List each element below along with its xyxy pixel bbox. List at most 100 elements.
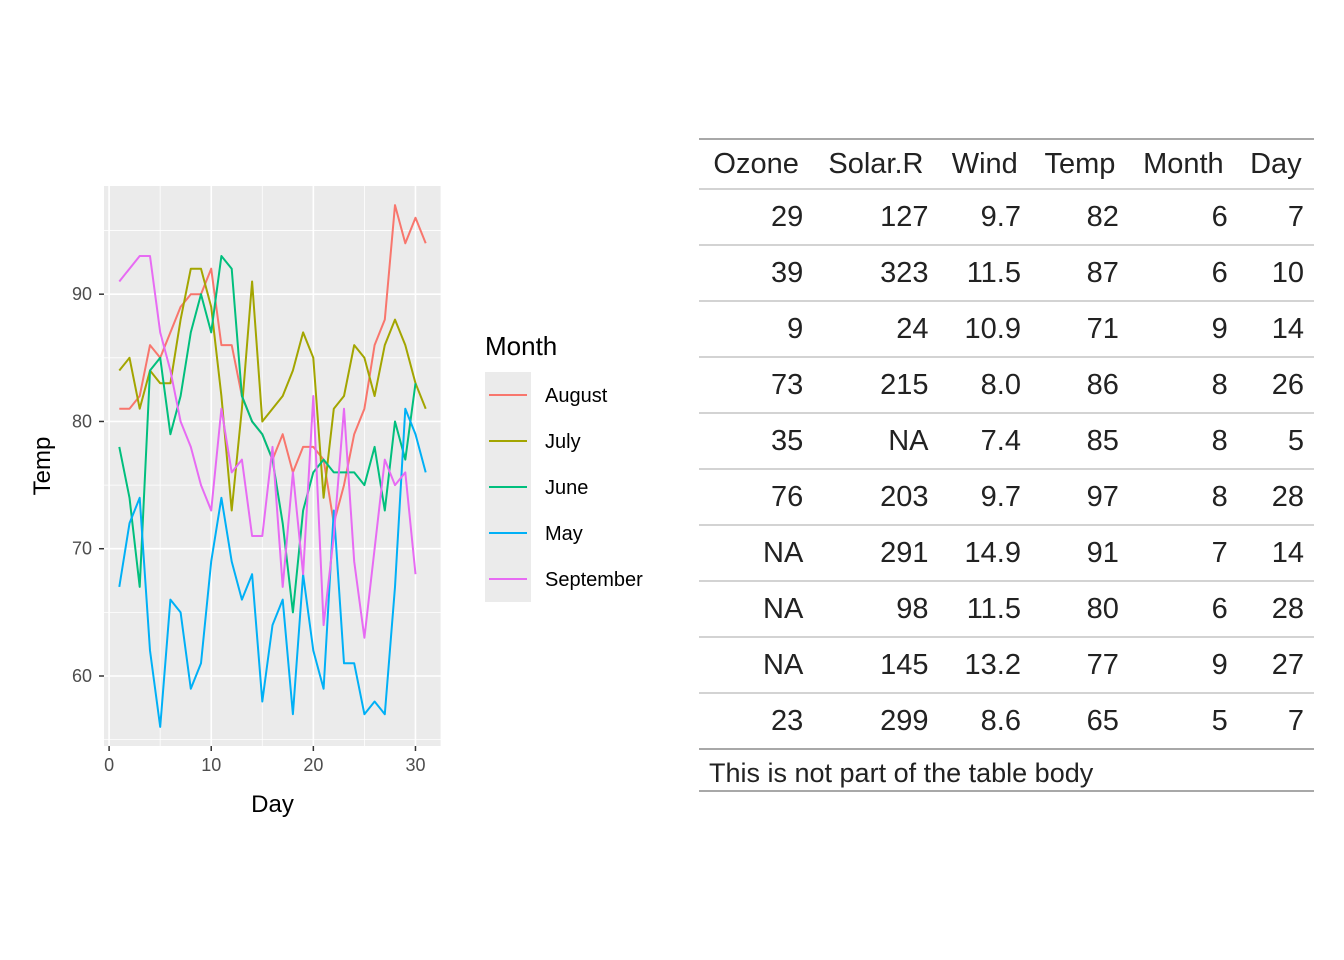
legend-label-july: July: [545, 431, 581, 453]
temperature-line-chart: 0 10 20 30 60 70 80 90 Day Temp Month August July Jun…: [29, 186, 643, 818]
table-cell: 7: [1237, 693, 1314, 750]
y-tick-label: 60: [72, 666, 92, 686]
table-cell: 28: [1237, 469, 1314, 526]
table-cell: 10.9: [938, 301, 1031, 358]
table-cell: 86: [1031, 357, 1129, 414]
y-tick-label: 90: [72, 284, 92, 304]
column-header-month: Month: [1128, 138, 1238, 190]
table-row: 76 203 9.7 97 8 28: [699, 469, 1314, 526]
table-footer-note: This is not part of the table body: [699, 749, 1314, 792]
y-axis-title: Temp: [29, 437, 56, 496]
table-cell: 14: [1237, 301, 1314, 358]
table-cell: 9.7: [938, 189, 1031, 246]
table-cell: NA: [699, 525, 814, 582]
table-cell: 26: [1237, 357, 1314, 414]
column-header-solar-r: Solar.R: [813, 138, 939, 190]
table-cell: 10: [1237, 245, 1314, 302]
table-cell: 65: [1031, 693, 1129, 750]
table-cell: 98: [813, 581, 939, 638]
y-tick-label: 80: [72, 411, 92, 431]
series-line-july: [118, 267, 427, 512]
table-row: NA 291 14.9 91 7 14: [699, 525, 1314, 582]
table-cell: 8: [1128, 357, 1238, 414]
table-cell: 6: [1128, 245, 1238, 302]
table-cell: 14.9: [938, 525, 1031, 582]
table-row: 23 299 8.6 65 5 7: [699, 693, 1314, 750]
table-row: 73 215 8.0 86 8 26: [699, 357, 1314, 414]
table-cell: 82: [1031, 189, 1129, 246]
table-cell: 35: [699, 413, 814, 470]
table-row: NA 145 13.2 77 9 27: [699, 637, 1314, 694]
table-cell: 91: [1031, 525, 1129, 582]
column-header-ozone: Ozone: [699, 138, 814, 190]
table-cell: 29: [699, 189, 814, 246]
x-tick-label: 30: [405, 755, 425, 775]
table-footer-row: This is not part of the table body: [699, 749, 1314, 792]
table-cell: 9: [1128, 637, 1238, 694]
series-line-june: [118, 255, 417, 614]
table-cell: 8: [1128, 413, 1238, 470]
series-line-may: [118, 407, 427, 728]
table-cell: 73: [699, 357, 814, 414]
airquality-table: Ozone Solar.R Wind Temp Month Day 29 127 9…: [699, 138, 1314, 792]
table-cell: 7: [1237, 189, 1314, 246]
table-cell: NA: [699, 637, 814, 694]
legend-label-august: August: [545, 385, 608, 407]
table-row: NA 98 11.5 80 6 28: [699, 581, 1314, 638]
x-tick-label: 10: [201, 755, 221, 775]
column-header-temp: Temp: [1031, 138, 1129, 190]
table-cell: 13.2: [938, 637, 1031, 694]
table-body: 29 127 9.7 82 6 7 39 323 11.5 87 6 10 9 24 10.9 71 9 14 73…: [699, 189, 1314, 750]
table-row: 29 127 9.7 82 6 7: [699, 189, 1314, 246]
table-cell: 11.5: [938, 245, 1031, 302]
legend-label-may: May: [545, 523, 583, 545]
table-cell: 39: [699, 245, 814, 302]
legend-title: Month: [485, 331, 557, 361]
table-cell: 28: [1237, 581, 1314, 638]
column-header-day: Day: [1237, 138, 1314, 190]
table-cell: NA: [699, 581, 814, 638]
table-cell: 9: [1128, 301, 1238, 358]
table-cell: 203: [813, 469, 939, 526]
table-row: 35 NA 7.4 85 8 5: [699, 413, 1314, 470]
table-cell: 8.6: [938, 693, 1031, 750]
table-cell: 71: [1031, 301, 1129, 358]
table-cell: 5: [1128, 693, 1238, 750]
table-cell: 291: [813, 525, 939, 582]
x-axis-title: Day: [251, 791, 294, 818]
table-cell: 6: [1128, 581, 1238, 638]
table-cell: 24: [813, 301, 939, 358]
table-cell: 9.7: [938, 469, 1031, 526]
legend-label-september: September: [545, 569, 643, 591]
table-cell: NA: [813, 413, 939, 470]
table-cell: 80: [1031, 581, 1129, 638]
table-header-row: Ozone Solar.R Wind Temp Month Day: [699, 138, 1314, 190]
table-cell: 14: [1237, 525, 1314, 582]
table-cell: 7.4: [938, 413, 1031, 470]
table-cell: 97: [1031, 469, 1129, 526]
table-row: 39 323 11.5 87 6 10: [699, 245, 1314, 302]
table-cell: 76: [699, 469, 814, 526]
series-line-september: [118, 255, 417, 639]
table-cell: 8.0: [938, 357, 1031, 414]
table-cell: 7: [1128, 525, 1238, 582]
table-cell: 8: [1128, 469, 1238, 526]
table-cell: 127: [813, 189, 939, 246]
table-cell: 6: [1128, 189, 1238, 246]
table-cell: 323: [813, 245, 939, 302]
table-cell: 299: [813, 693, 939, 750]
table-cell: 85: [1031, 413, 1129, 470]
table-cell: 145: [813, 637, 939, 694]
table-cell: 27: [1237, 637, 1314, 694]
table-cell: 77: [1031, 637, 1129, 694]
table-cell: 23: [699, 693, 814, 750]
y-tick-label: 70: [72, 539, 92, 559]
table-row: 9 24 10.9 71 9 14: [699, 301, 1314, 358]
x-tick-label: 20: [303, 755, 323, 775]
legend-label-june: June: [545, 477, 588, 499]
table-cell: 9: [699, 301, 814, 358]
table-cell: 215: [813, 357, 939, 414]
table-cell: 87: [1031, 245, 1129, 302]
table-cell: 11.5: [938, 581, 1031, 638]
table-cell: 5: [1237, 413, 1314, 470]
